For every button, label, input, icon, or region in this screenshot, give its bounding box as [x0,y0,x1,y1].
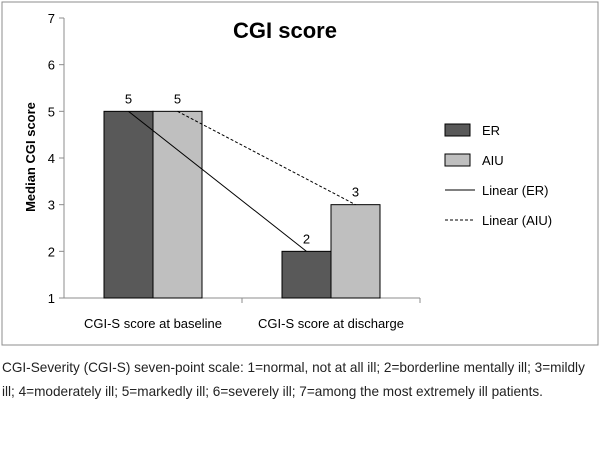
legend: ER AIU Linear (ER) Linear (AIU) [444,123,552,228]
data-label-aiu-0: 5 [174,91,181,106]
y-axis-title: Median CGI score [23,102,38,212]
y-tick-label: 1 [48,291,55,306]
x-tick-label: CGI-S score at baseline [84,316,222,331]
bar-er-0 [103,110,154,299]
legend-label-aiu: AIU [482,153,504,168]
legend-swatch-aiu [444,153,471,167]
figure-caption: CGI-Severity (CGI-S) seven-point scale: … [2,360,585,399]
legend-label-er: Linear (ER) [482,183,548,198]
x-tick-label: CGI-S score at discharge [258,316,404,331]
bar-er-1 [281,250,332,299]
y-tick-label: 5 [48,104,55,119]
trendline-er [128,110,307,252]
cgi-chart: CGI score Median CGI score 1 2 3 4 5 6 7 5 5 CGI-… [1,1,599,346]
y-tick-label: 7 [48,11,55,26]
bar-aiu-0 [152,110,203,299]
data-label-aiu-1: 3 [352,185,359,200]
data-label-er-1: 2 [303,231,310,246]
legend-label-er: ER [482,123,500,138]
chart-title: CGI score [233,18,337,43]
y-tick-label: 2 [48,244,55,259]
data-label-er-0: 5 [125,91,132,106]
y-tick-label: 4 [48,151,55,166]
y-tick-label: 3 [48,198,55,213]
bar-aiu-1 [330,204,381,299]
legend-label-aiu: Linear (AIU) [482,213,552,228]
chart-frame: CGI score Median CGI score 1 2 3 4 5 6 7 5 5 CGI-… [1,1,599,346]
y-tick-label: 6 [48,58,55,73]
trendline-aiu [177,110,356,206]
legend-swatch-er [444,123,471,137]
plot-area: 1 2 3 4 5 6 7 5 5 CGI-S score at baseline 2 3 CGI-S … [48,11,421,331]
